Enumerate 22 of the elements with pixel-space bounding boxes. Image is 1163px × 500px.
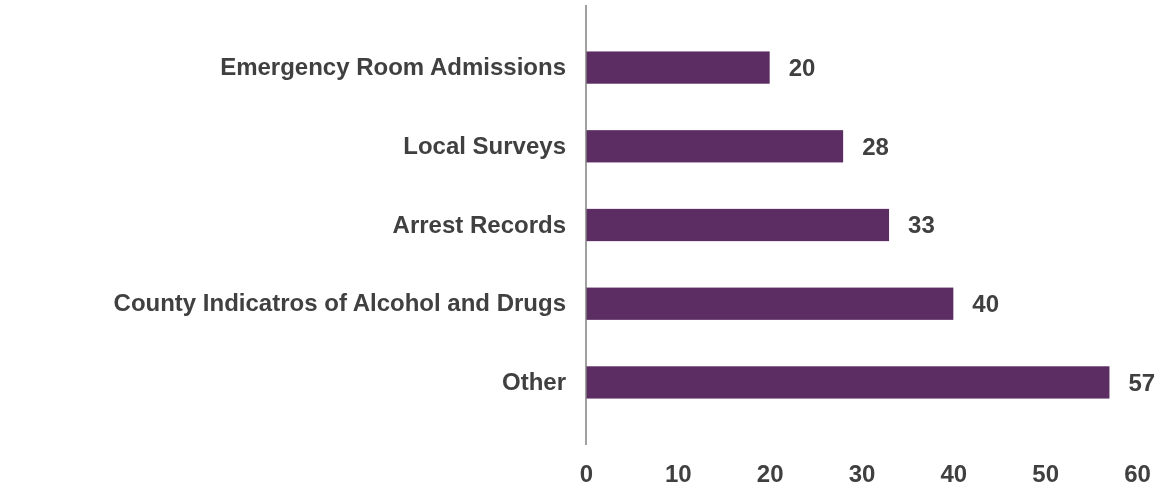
y-tick-label: County Indicatros of Alcohol and Drugs [113,289,566,317]
x-tick-label: 0 [579,460,594,488]
x-tick-label: 30 [848,460,876,488]
y-tick-label: Arrest Records [392,210,566,238]
bar [586,130,844,163]
data-label: 28 [862,132,889,160]
x-tick-label: 20 [756,460,784,488]
bar [586,366,1110,399]
bar [586,51,770,84]
data-label: 40 [972,290,1000,318]
x-tick-label: 60 [1124,460,1151,488]
y-tick-label: Local Surveys [403,131,566,159]
data-label: 33 [908,211,935,239]
x-tick-label: 50 [1032,460,1060,488]
x-tick-label: 40 [940,460,968,488]
data-label: 20 [788,53,816,81]
bar [586,208,890,242]
y-tick-label: Other [501,368,566,396]
x-tick-label: 10 [664,460,692,488]
y-tick-label: Emergency Room Admissions [220,53,566,81]
data-label: 57 [1128,368,1156,396]
bar [586,287,954,320]
